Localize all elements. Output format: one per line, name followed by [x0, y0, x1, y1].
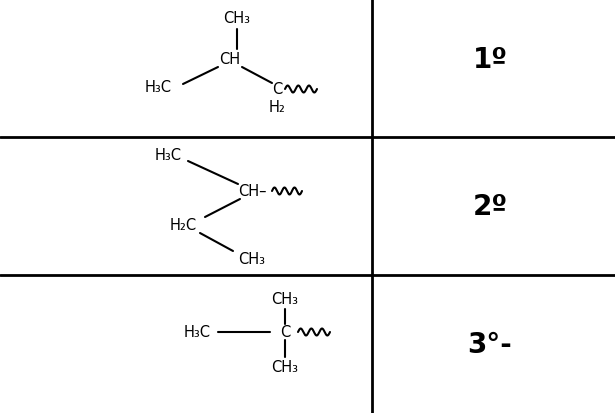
Text: H₂: H₂: [269, 100, 285, 115]
Text: 2º: 2º: [472, 192, 507, 221]
Text: 3°-: 3°-: [467, 330, 512, 358]
Text: CH₃: CH₃: [271, 360, 298, 375]
Text: H₃C: H₃C: [145, 80, 172, 95]
Text: C: C: [272, 82, 282, 97]
Text: H₂C: H₂C: [170, 218, 197, 233]
Text: CH₃: CH₃: [239, 252, 266, 267]
Text: 1º: 1º: [472, 46, 507, 74]
Text: CH–: CH–: [238, 184, 266, 199]
Text: CH: CH: [220, 52, 240, 67]
Text: CH₃: CH₃: [271, 292, 298, 307]
Text: CH₃: CH₃: [223, 10, 250, 26]
Text: C: C: [280, 325, 290, 339]
Text: H₃C: H₃C: [183, 325, 210, 339]
Text: H₃C: H₃C: [154, 147, 181, 162]
